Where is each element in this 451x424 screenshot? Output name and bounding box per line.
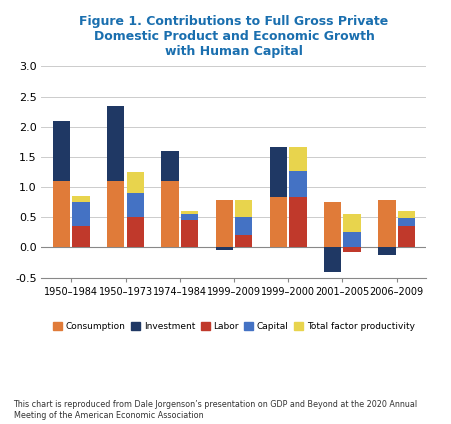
Bar: [73, 196, 90, 202]
Bar: [398, 218, 415, 226]
Bar: [289, 147, 307, 171]
Bar: [398, 226, 415, 248]
Bar: [398, 211, 415, 218]
Legend: Consumption, Investment, Labor, Capital, Total factor productivity: Consumption, Investment, Labor, Capital,…: [50, 318, 418, 335]
Bar: [235, 201, 253, 217]
Bar: [378, 248, 396, 255]
Bar: [73, 202, 90, 226]
Bar: [270, 197, 287, 248]
Bar: [289, 197, 307, 248]
Bar: [324, 202, 341, 248]
Bar: [107, 181, 124, 248]
Bar: [235, 235, 253, 248]
Bar: [53, 121, 70, 181]
Bar: [73, 226, 90, 248]
Bar: [161, 181, 179, 248]
Text: This chart is reproduced from Dale Jorgenson’s presentation on GDP and Beyond at: This chart is reproduced from Dale Jorge…: [14, 400, 418, 420]
Bar: [270, 147, 287, 197]
Bar: [161, 151, 179, 181]
Bar: [324, 248, 341, 272]
Bar: [181, 220, 198, 248]
Bar: [378, 201, 396, 248]
Bar: [216, 248, 233, 251]
Bar: [235, 217, 253, 235]
Bar: [181, 211, 198, 214]
Bar: [344, 214, 361, 232]
Title: Figure 1. Contributions to Full Gross Private
Domestic Product and Economic Grow: Figure 1. Contributions to Full Gross Pr…: [79, 15, 389, 58]
Bar: [344, 248, 361, 252]
Bar: [289, 171, 307, 197]
Bar: [127, 193, 144, 217]
Bar: [53, 181, 70, 248]
Bar: [181, 214, 198, 220]
Bar: [127, 172, 144, 193]
Bar: [344, 232, 361, 248]
Bar: [107, 106, 124, 181]
Bar: [127, 217, 144, 248]
Bar: [216, 201, 233, 248]
